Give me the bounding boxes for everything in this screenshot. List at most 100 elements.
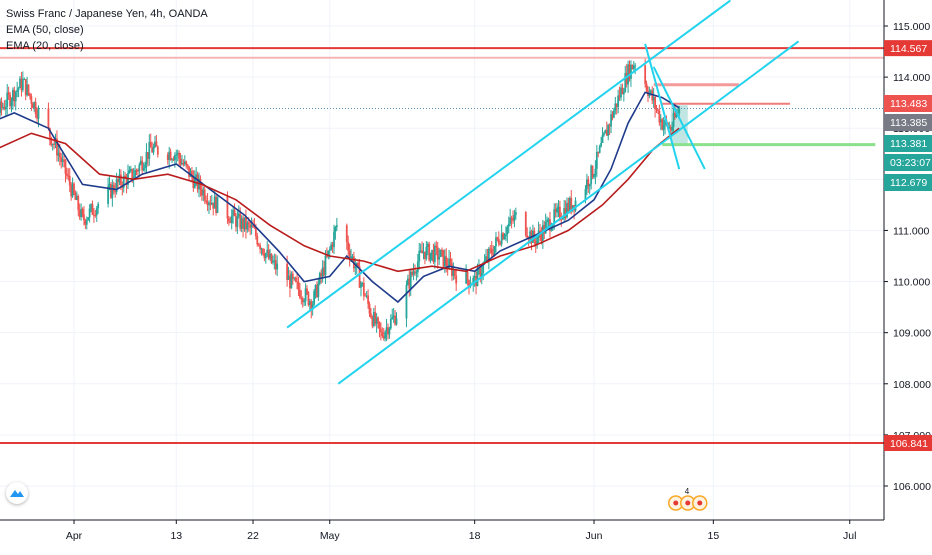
candle-body bbox=[78, 210, 81, 218]
candle-body bbox=[195, 174, 198, 178]
candle-body bbox=[588, 184, 591, 187]
candle-body bbox=[549, 219, 551, 231]
candle-body bbox=[239, 213, 242, 229]
candle-body bbox=[594, 168, 597, 176]
candle-body bbox=[12, 89, 14, 101]
candle-body bbox=[296, 281, 298, 283]
candle-body bbox=[259, 245, 262, 250]
candle-body bbox=[245, 217, 247, 230]
candle-body bbox=[448, 258, 450, 269]
candle-body bbox=[445, 256, 448, 266]
candle-body bbox=[351, 256, 354, 258]
time-axis-label: Apr bbox=[66, 530, 83, 542]
candle-body bbox=[19, 78, 21, 88]
candle-body bbox=[311, 304, 314, 310]
candle-body bbox=[495, 237, 497, 247]
candle-body bbox=[455, 275, 458, 284]
time-axis-label: Jun bbox=[586, 530, 603, 542]
candle-body bbox=[374, 312, 377, 324]
candle-body bbox=[431, 249, 433, 253]
candle-body bbox=[124, 175, 127, 178]
candle-body bbox=[587, 179, 590, 187]
candle-body bbox=[300, 297, 303, 299]
candle-body bbox=[168, 151, 171, 161]
candle-body bbox=[657, 109, 659, 111]
candle-body bbox=[215, 196, 217, 213]
candle-body bbox=[387, 327, 389, 335]
candle-body bbox=[27, 84, 30, 94]
candle-body bbox=[418, 250, 421, 262]
candle-body bbox=[185, 161, 188, 165]
candle-body bbox=[551, 224, 554, 229]
candle-body bbox=[110, 183, 112, 198]
candle-body bbox=[250, 225, 253, 228]
candle-body bbox=[473, 276, 476, 278]
candle-body bbox=[97, 203, 100, 209]
candle-body bbox=[659, 119, 662, 123]
candle-body bbox=[385, 327, 388, 333]
candle-body bbox=[540, 234, 543, 241]
candle-body bbox=[485, 256, 487, 261]
candle-body bbox=[389, 319, 392, 329]
candle-body bbox=[368, 303, 371, 314]
candle-body bbox=[267, 249, 270, 259]
candle-body bbox=[246, 222, 249, 230]
candle-body bbox=[388, 328, 391, 335]
candle-body bbox=[266, 249, 269, 254]
candle-body bbox=[406, 278, 409, 285]
candle-body bbox=[441, 249, 443, 251]
candle-body bbox=[331, 244, 334, 248]
candle-body bbox=[367, 295, 369, 304]
candle-body bbox=[510, 217, 513, 220]
candle-body bbox=[621, 87, 624, 95]
candle-body bbox=[122, 175, 125, 188]
candle-body bbox=[74, 193, 77, 200]
candle-body bbox=[286, 263, 289, 280]
candle-body bbox=[375, 317, 378, 324]
candle-body bbox=[415, 272, 418, 274]
candle-body bbox=[358, 266, 361, 288]
candle-body bbox=[13, 89, 16, 102]
candle-body bbox=[48, 128, 51, 138]
candle-body bbox=[662, 125, 665, 130]
candle-body bbox=[84, 220, 87, 225]
candle-body bbox=[512, 219, 514, 221]
candle-body bbox=[212, 202, 215, 209]
candle-body bbox=[492, 253, 495, 255]
candle-body bbox=[480, 273, 483, 278]
candle-body bbox=[304, 288, 307, 302]
candle-body bbox=[534, 241, 537, 245]
candle-body bbox=[61, 159, 64, 163]
price-axis-background bbox=[884, 0, 932, 550]
event-count: 4 bbox=[685, 487, 690, 496]
candle-body bbox=[559, 206, 561, 219]
candle-body bbox=[405, 284, 408, 319]
candle-body bbox=[432, 249, 435, 262]
candle-body bbox=[68, 175, 71, 186]
ema-20-label: EMA (20, close) bbox=[6, 40, 84, 52]
candle-body bbox=[148, 141, 151, 159]
candle-body bbox=[345, 225, 348, 243]
candle-body bbox=[622, 91, 625, 95]
candle-body bbox=[493, 246, 496, 255]
price-tag bbox=[884, 114, 932, 131]
price-axis-label: 106.000 bbox=[893, 481, 931, 493]
tradingview-logo-icon[interactable] bbox=[6, 482, 28, 504]
candle-body bbox=[57, 152, 60, 156]
candle-body bbox=[34, 102, 37, 115]
candle-body bbox=[51, 143, 54, 146]
chart-legend: Swiss Franc / Japanese Yen, 4h, OANDA EM… bbox=[6, 6, 208, 54]
candle-body bbox=[37, 108, 40, 119]
candle-body bbox=[361, 282, 364, 284]
price-axis-label: 115.000 bbox=[893, 21, 930, 33]
candle-body bbox=[357, 262, 360, 267]
candle-body bbox=[568, 198, 571, 211]
candle-body bbox=[321, 267, 324, 277]
candle-body bbox=[173, 155, 176, 161]
candle-body bbox=[131, 168, 134, 180]
candle-body bbox=[149, 141, 152, 148]
candle-body bbox=[547, 219, 550, 221]
candle-body bbox=[310, 301, 313, 310]
